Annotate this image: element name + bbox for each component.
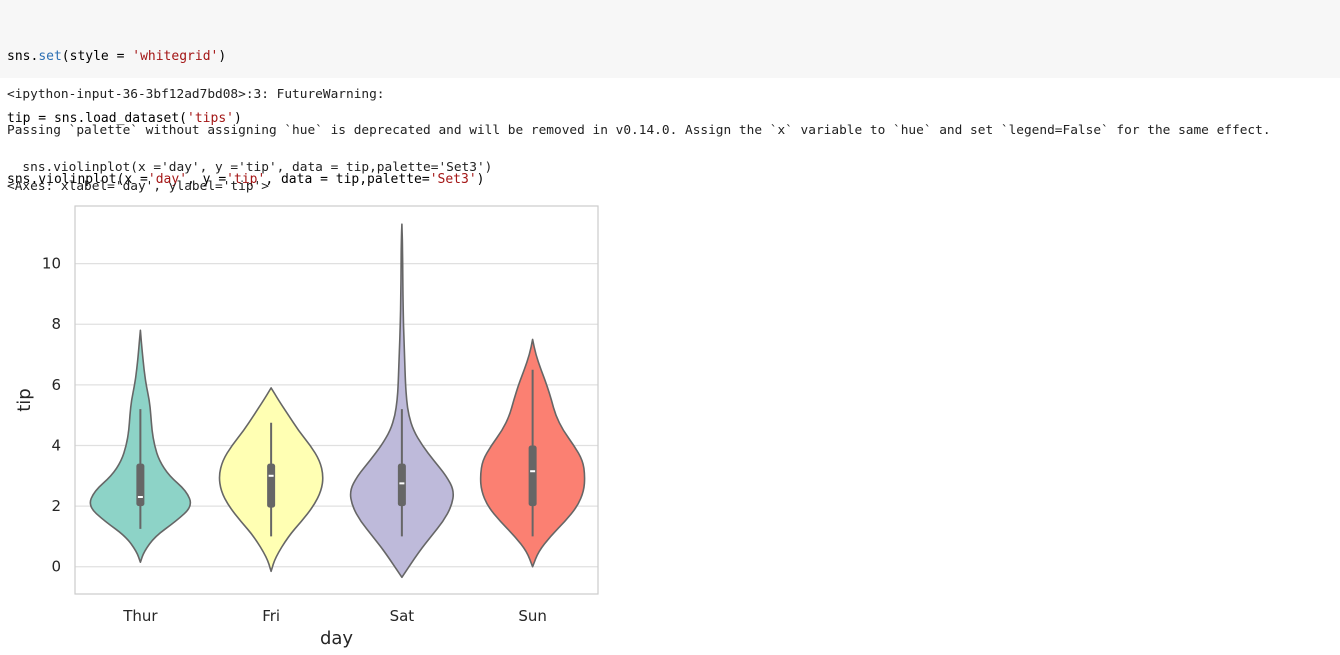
axes-frame — [74, 205, 599, 595]
x-tick-label-sun: Sun — [518, 607, 547, 625]
y-axis-label: tip — [14, 388, 35, 411]
y-tick-label: 4 — [51, 436, 61, 454]
x-tick-label-thur: Thur — [122, 607, 158, 625]
code-line-2: tip = sns.load_dataset('tips') — [7, 110, 242, 126]
violin-plot: 0 2 4 6 8 10 Thur Fri Sat Sun day tip — [14, 205, 599, 649]
x-axis-label: day — [320, 628, 353, 649]
iqr-box-sun — [528, 445, 537, 507]
code-line-3: sns.violinplot(x ='day', y ='tip', data … — [7, 172, 485, 187]
y-tick-label: 2 — [51, 497, 61, 515]
y-tick-label: 0 — [51, 558, 61, 576]
warning-source: sns.violinplot(x ='day', y ='tip', data … — [7, 160, 493, 175]
iqr-box-fri — [267, 463, 276, 508]
y-tick-label: 6 — [51, 376, 61, 394]
iqr-box-thur — [136, 463, 145, 507]
y-tick-label: 10 — [42, 255, 61, 273]
axes-repr: <Axes: xlabel='day', ylabel='tip'> — [7, 179, 269, 194]
warning-message: Passing `palette` without assigning `hue… — [7, 123, 1271, 138]
iqr-box-sat — [397, 463, 406, 507]
x-tick-label-sat: Sat — [390, 607, 415, 625]
grid-lines — [75, 262, 598, 568]
code-line-1: sns.set(style = 'whitegrid') — [7, 49, 227, 64]
y-tick-label: 8 — [51, 315, 61, 333]
code-cell[interactable]: sns.set(style = 'whitegrid') tip = sns.l… — [0, 0, 1340, 187]
x-tick-label-fri: Fri — [262, 607, 280, 625]
warning-header: <ipython-input-36-3bf12ad7bd08>:3: Futur… — [7, 87, 385, 102]
violins — [89, 223, 586, 579]
tick-labels: 0 2 4 6 8 10 Thur Fri Sat Sun — [42, 255, 547, 625]
violin-sat — [349, 223, 455, 579]
